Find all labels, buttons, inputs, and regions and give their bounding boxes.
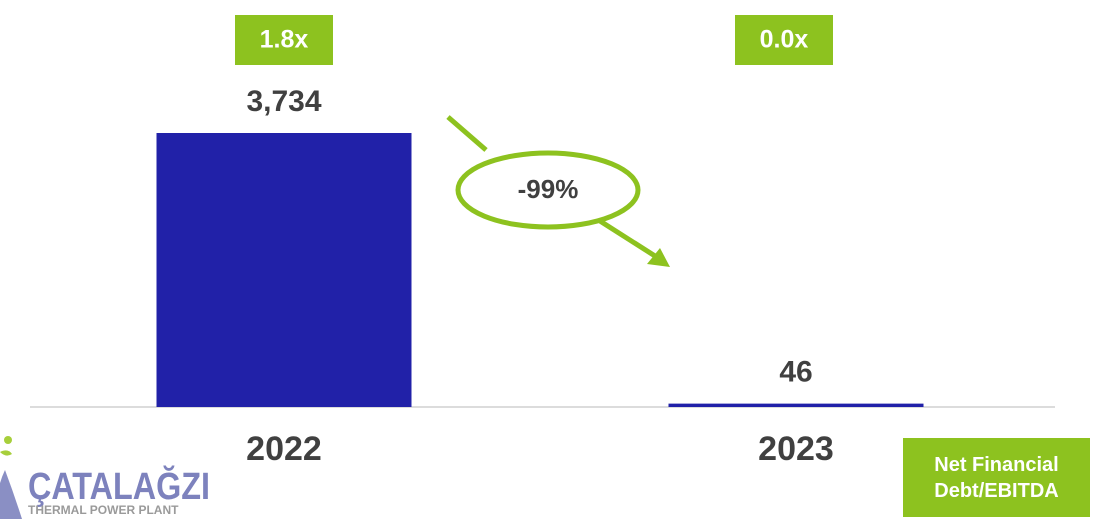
value-label: 46: [779, 356, 812, 389]
change-ellipse: [455, 150, 641, 230]
ratio-label: 0.0x: [760, 26, 809, 54]
logo-icon: [4, 436, 12, 444]
x-tick-label: 2022: [246, 430, 322, 468]
arrow-line: [446, 115, 488, 152]
logo: ÇATALAĞZI THERMAL POWER PLANT: [0, 436, 210, 519]
change-label: -99%: [518, 174, 579, 204]
value-label: 3,734: [246, 85, 321, 118]
logo-tagline: THERMAL POWER PLANT: [28, 503, 179, 517]
ratio-box: [735, 15, 833, 65]
ratio-box: [235, 15, 333, 65]
logo-icon: [0, 450, 12, 456]
arrow-head: [647, 248, 670, 267]
x-tick-label: 2023: [758, 430, 834, 468]
legend: Net Financial Debt/EBITDA: [903, 438, 1090, 517]
ratio-label: 1.8x: [260, 26, 309, 54]
bar: [668, 403, 924, 407]
arrow-line: [598, 218, 657, 259]
logo-name: ÇATALAĞZI: [28, 464, 210, 508]
bar: [156, 133, 412, 407]
logo-icon: [0, 470, 22, 519]
